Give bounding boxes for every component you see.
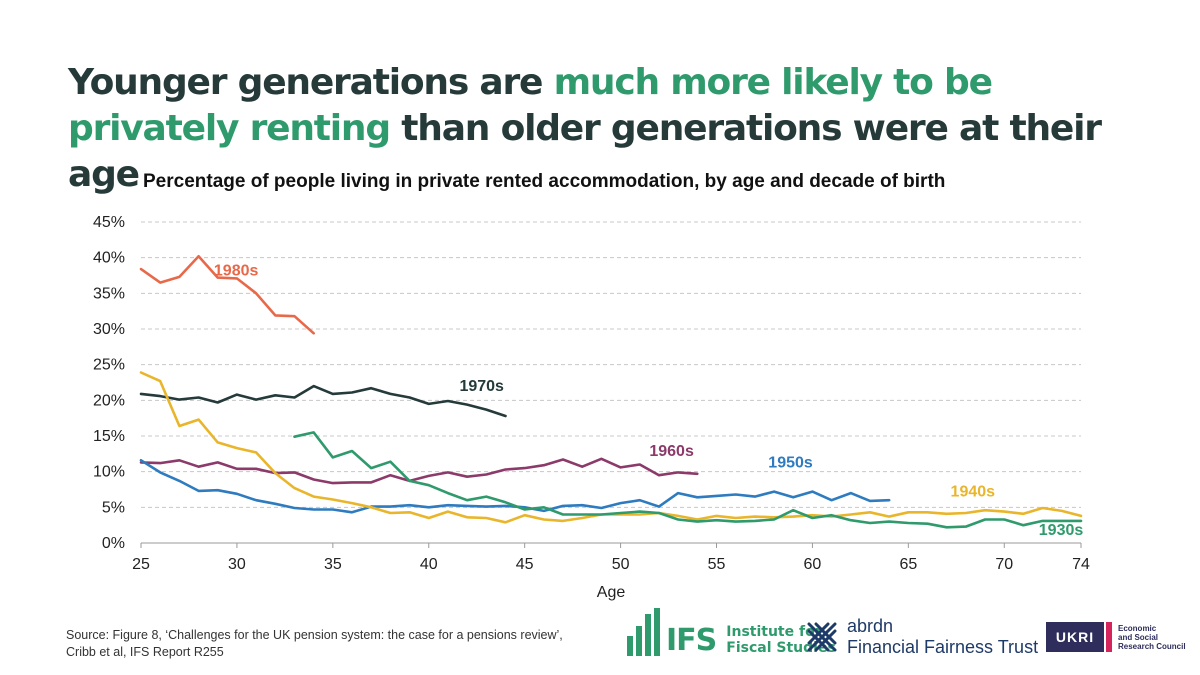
esrc-accent-bar <box>1106 622 1112 652</box>
y-tick-label: 40% <box>93 250 125 267</box>
esrc-logo-text: Economic and Social Research Council <box>1118 624 1186 651</box>
abrdn-logo: abrdn Financial Fairness Trust <box>805 616 1038 658</box>
ifs-bars-icon <box>627 608 660 656</box>
series-label-1980s: 1980s <box>214 263 259 280</box>
x-tick-label: 40 <box>420 556 438 573</box>
ifs-logo-mark: IFS <box>666 626 716 656</box>
series-label-1950s: 1950s <box>768 454 813 471</box>
x-tick-label: 30 <box>228 556 246 573</box>
abrdn-logo-line2: Financial Fairness Trust <box>847 636 1038 658</box>
y-tick-label: 25% <box>93 357 125 374</box>
y-tick-label: 30% <box>93 321 125 338</box>
series-label-1970s: 1970s <box>459 378 504 395</box>
gridlines <box>141 222 1081 507</box>
x-tick-label: 55 <box>708 556 726 573</box>
abrdn-cross-icon <box>805 620 839 654</box>
series-label-1960s: 1960s <box>649 443 694 460</box>
ukri-mark: UKRI <box>1046 622 1104 652</box>
esrc-logo-line3: Research Council <box>1118 642 1186 651</box>
x-tick-label: 25 <box>132 556 150 573</box>
series-label-1930s: 1930s <box>1039 522 1084 539</box>
y-tick-label: 5% <box>102 499 125 516</box>
y-tick-label: 0% <box>102 535 125 552</box>
y-tick-label: 45% <box>93 214 125 231</box>
series-line-1960s <box>141 459 697 483</box>
esrc-logo-line1: Economic <box>1118 624 1186 633</box>
source-note: Source: Figure 8, ‘Challenges for the UK… <box>66 627 586 661</box>
x-tick-label: 50 <box>612 556 630 573</box>
series-lines <box>141 256 1081 527</box>
y-tick-label: 20% <box>93 392 125 409</box>
series-line-1970s <box>141 386 506 416</box>
x-tick-label: 70 <box>995 556 1013 573</box>
y-tick-label: 35% <box>93 285 125 302</box>
abrdn-logo-text: abrdn Financial Fairness Trust <box>847 616 1038 658</box>
x-tick-label: 35 <box>324 556 342 573</box>
series-label-1940s: 1940s <box>951 484 996 501</box>
x-tick-label: 45 <box>516 556 534 573</box>
y-tick-label: 10% <box>93 464 125 481</box>
x-tick-label: 74 <box>1072 556 1090 573</box>
x-tick-label: 65 <box>899 556 917 573</box>
y-tick-label: 15% <box>93 428 125 445</box>
esrc-logo: UKRI Economic and Social Research Counci… <box>1046 622 1186 652</box>
x-tick-label: 60 <box>804 556 822 573</box>
esrc-logo-line2: and Social <box>1118 633 1186 642</box>
abrdn-logo-line1: abrdn <box>847 616 1038 636</box>
x-axis-title: Age <box>597 584 626 601</box>
